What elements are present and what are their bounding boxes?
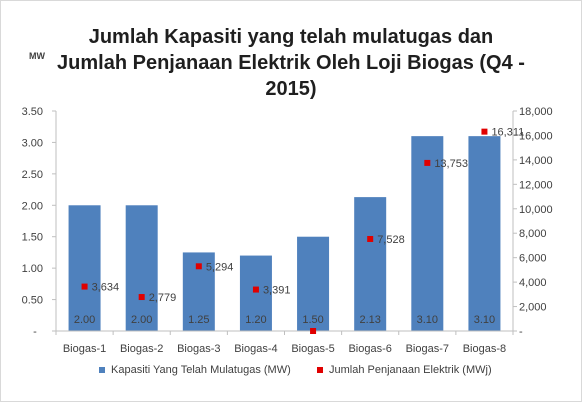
bar-value-label: 2.00 <box>131 314 152 326</box>
x-category-label: Biogas-3 <box>177 343 220 355</box>
point-penjanaan <box>310 328 317 334</box>
bar-value-label: 3.10 <box>417 314 438 326</box>
y-left-tick-label: 2.50 <box>22 169 43 181</box>
y-right-tick-label: 6,000 <box>519 253 547 265</box>
y-right-tick-label: 14,000 <box>519 155 553 167</box>
chart-title-line-1: Jumlah Kapasiti yang telah mulatugas dan <box>89 26 494 48</box>
bar-kapasiti <box>125 205 158 331</box>
point-penjanaan <box>81 283 88 290</box>
legend-swatch-kapasiti <box>99 367 105 373</box>
x-category-label: Biogas-4 <box>234 343 277 355</box>
point-value-label: 7,528 <box>377 234 405 246</box>
point-penjanaan <box>367 235 374 242</box>
bar-kapasiti <box>411 136 444 331</box>
x-category-label: Biogas-7 <box>406 343 449 355</box>
point-value-label: 3,634 <box>92 282 120 294</box>
chart-title-line-2: Jumlah Penjanaan Elektrik Oleh Loji Biog… <box>57 52 525 74</box>
bar-value-label: 3.10 <box>474 314 495 326</box>
x-category-label: Biogas-2 <box>120 343 163 355</box>
y-left-tick-label: 3.50 <box>22 106 43 118</box>
legend-swatch-penjanaan <box>317 367 323 373</box>
y-left-tick-label: 3.00 <box>22 137 43 149</box>
chart-title-line-3: 2015) <box>265 78 316 100</box>
bar-value-label: 1.50 <box>302 314 323 326</box>
point-value-label: 16,311 <box>491 127 524 139</box>
y-unit-label: MW <box>29 51 45 61</box>
y-right-tick-label: - <box>519 326 523 338</box>
bar-value-label: 1.25 <box>188 314 209 326</box>
bar-value-label: 2.00 <box>74 314 95 326</box>
y-right-tick-label: 4,000 <box>519 277 547 289</box>
x-category-label: Biogas-8 <box>463 343 506 355</box>
x-category-label: Biogas-6 <box>348 343 391 355</box>
y-right-tick-label: 8,000 <box>519 228 547 240</box>
y-left-tick-label: 0.50 <box>22 295 43 307</box>
point-value-label: 5,294 <box>206 261 234 273</box>
y-right-tick-label: 12,000 <box>519 179 553 191</box>
bar-value-label: 1.20 <box>245 314 266 326</box>
point-value-label: 3,391 <box>263 285 291 297</box>
bar-kapasiti <box>468 136 501 331</box>
point-penjanaan <box>481 128 488 135</box>
y-left-tick-label: - <box>33 326 37 338</box>
legend: Kapasiti Yang Telah Mulatugas (MW) Jumlah… <box>99 364 492 376</box>
y-right-tick-label: 16,000 <box>519 130 553 142</box>
point-penjanaan <box>424 159 431 166</box>
legend-label-penjanaan: Jumlah Penjanaan Elektrik (MWj) <box>329 364 492 376</box>
bar-kapasiti <box>297 236 330 331</box>
y-left-tick-label: 1.00 <box>22 263 43 275</box>
legend-label-kapasiti: Kapasiti Yang Telah Mulatugas (MW) <box>111 364 291 376</box>
point-value-label: 13,753 <box>434 158 468 170</box>
point-penjanaan <box>252 286 259 293</box>
y-right-tick-label: 2,000 <box>519 302 547 314</box>
x-category-label: Biogas-1 <box>63 343 106 355</box>
point-value-label: 2,779 <box>149 292 177 304</box>
bar-value-label: 2.13 <box>359 314 380 326</box>
y-left-tick-label: 2.00 <box>22 200 43 212</box>
bar-kapasiti <box>239 255 272 331</box>
x-category-label: Biogas-5 <box>291 343 334 355</box>
y-right-tick-label: 10,000 <box>519 204 553 216</box>
bar-kapasiti <box>354 197 387 331</box>
point-penjanaan <box>138 294 145 301</box>
point-penjanaan <box>195 263 202 270</box>
y-right-tick-label: 18,000 <box>519 106 553 118</box>
bar-kapasiti <box>68 205 101 331</box>
plot-area: - 0.50 1.00 1.50 2.00 2.50 3.00 3.50 - 2,000 4,000… <box>22 106 553 355</box>
y-left-tick-label: 1.50 <box>22 232 43 244</box>
